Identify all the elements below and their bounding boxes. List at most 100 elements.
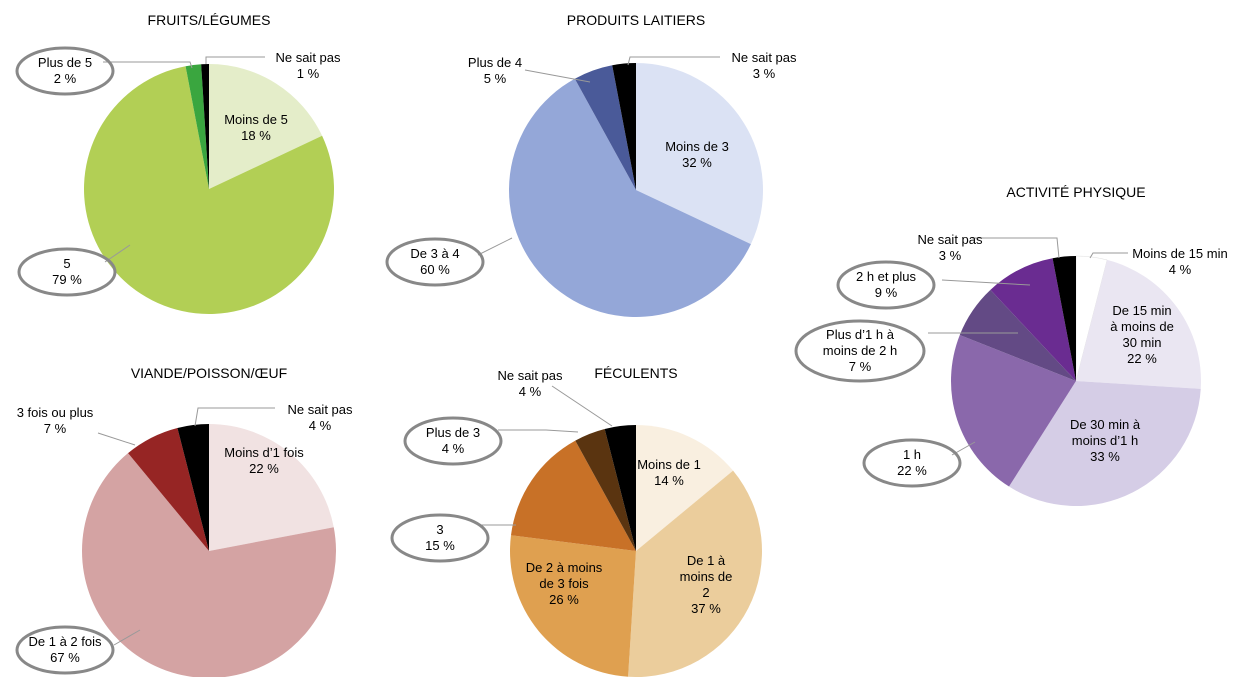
- highlight-ring: [836, 260, 936, 310]
- pie-slice: [185, 64, 209, 189]
- slice-category: Moins de 1: [637, 457, 701, 472]
- pie-slice: [1009, 381, 1201, 506]
- pie-slice: [84, 66, 334, 315]
- slice-label: De 3 à 4 60 %: [410, 246, 459, 278]
- highlight-ring: [403, 416, 503, 466]
- slice-value: 4 %: [308, 418, 332, 433]
- slice-label: 3 15 %: [425, 522, 455, 554]
- slice-label: Ne sait pas 3 %: [917, 232, 982, 264]
- slice-category: Ne sait pas: [287, 402, 353, 417]
- slice-category: Moins de 15 min: [1132, 246, 1228, 261]
- slice-value: 60 %: [420, 262, 450, 277]
- slice-category: De 2 à moins de 3 fois: [525, 560, 603, 591]
- highlight-ring: [862, 438, 962, 488]
- slice-label: De 1 à moins de 2 37 %: [675, 553, 737, 617]
- leader-line: [551, 385, 613, 427]
- pie-slice: [510, 535, 636, 677]
- slice-value: 3 %: [752, 66, 776, 81]
- slice-label: 2 h et plus 9 %: [856, 269, 916, 301]
- chart-title: FRUITS/LÉGUMES: [147, 12, 271, 28]
- pie-slice: [510, 440, 636, 551]
- slice-label: 5 79 %: [52, 256, 82, 288]
- pie-slice: [636, 425, 734, 551]
- slice-value: 5 %: [483, 71, 507, 86]
- leader-line: [103, 61, 193, 69]
- slice-category: Plus de 3: [425, 425, 481, 440]
- pie-slice: [628, 470, 762, 677]
- leader-line: [498, 429, 579, 433]
- leader-line: [524, 69, 591, 83]
- slice-label: De 2 à moins de 3 fois 26 %: [519, 560, 609, 608]
- highlight-ring: [15, 46, 115, 96]
- slice-label: Moins de 5 18 %: [224, 112, 288, 144]
- slice-value: 33 %: [1090, 449, 1120, 464]
- leader-line: [113, 629, 141, 646]
- slice-label: De 1 à 2 fois 67 %: [29, 634, 102, 666]
- chart-title: FÉCULENTS: [594, 365, 678, 381]
- leader-line: [1089, 252, 1128, 259]
- highlight-ring: [390, 513, 490, 563]
- slice-value: 3 %: [938, 248, 962, 263]
- slice-category: De 30 min à moins d’1 h: [1069, 417, 1141, 448]
- chart-title: VIANDE/POISSON/ŒUF: [130, 365, 288, 381]
- pie-slice: [612, 63, 636, 190]
- slice-label: Ne sait pas 4 %: [287, 402, 352, 434]
- pie-slice: [209, 424, 334, 551]
- slice-category: Moins d’1 fois: [224, 445, 304, 460]
- slice-label: Ne sait pas 3 %: [731, 50, 796, 82]
- leader-line: [627, 56, 720, 66]
- pie-slice: [1052, 256, 1076, 381]
- slice-category: Plus de 4: [467, 55, 523, 70]
- slice-category: Moins de 5: [224, 112, 288, 127]
- slice-value: 37 %: [691, 601, 721, 616]
- slice-category: De 1 à moins de 2: [679, 553, 733, 600]
- leader-line: [477, 237, 513, 256]
- pie-slice: [201, 64, 209, 189]
- pie-slice: [636, 63, 763, 245]
- slice-category: Moins de 3: [665, 139, 729, 154]
- pie-slice: [128, 427, 209, 551]
- slice-value: 7 %: [848, 359, 872, 374]
- slice-label: Moins de 1 14 %: [637, 457, 701, 489]
- slice-category: Plus de 5: [37, 55, 93, 70]
- pie-slice: [509, 78, 751, 317]
- pie-slice: [1076, 259, 1201, 389]
- slice-value: 14 %: [654, 473, 684, 488]
- slice-label: Ne sait pas 1 %: [275, 50, 340, 82]
- slice-value: 26 %: [549, 592, 579, 607]
- highlight-ring: [385, 237, 485, 287]
- slice-value: 4 %: [441, 441, 465, 456]
- slice-category: De 3 à 4: [410, 246, 460, 261]
- slice-value: 2 %: [53, 71, 77, 86]
- slice-value: 4 %: [518, 384, 542, 399]
- highlight-ring: [794, 319, 926, 383]
- leader-line: [972, 237, 1060, 259]
- slice-category: 5: [63, 256, 71, 271]
- slice-value: 15 %: [425, 538, 455, 553]
- slice-value: 9 %: [874, 285, 898, 300]
- leader-line: [205, 56, 265, 64]
- slice-category: 1 h: [902, 447, 922, 462]
- slice-category: 2 h et plus: [856, 269, 916, 284]
- slice-label: 1 h 22 %: [897, 447, 927, 479]
- slice-value: 4 %: [1168, 262, 1192, 277]
- slice-label: Ne sait pas 4 %: [497, 368, 562, 400]
- slice-value: 1 %: [296, 66, 320, 81]
- slice-category: Ne sait pas: [497, 368, 563, 383]
- pie-slice: [1075, 255, 1108, 382]
- highlight-ring: [17, 247, 117, 297]
- pie-slice: [177, 424, 209, 551]
- slice-label: Moins d’1 fois 22 %: [224, 445, 303, 477]
- slice-label: De 15 min à moins de 30 min 22 %: [1107, 303, 1177, 367]
- slice-value: 7 %: [43, 421, 67, 436]
- slice-value: 22 %: [1127, 351, 1157, 366]
- slice-category: 3 fois ou plus: [16, 405, 94, 420]
- pie-slice: [604, 425, 636, 551]
- slice-category: De 1 à 2 fois: [28, 634, 102, 649]
